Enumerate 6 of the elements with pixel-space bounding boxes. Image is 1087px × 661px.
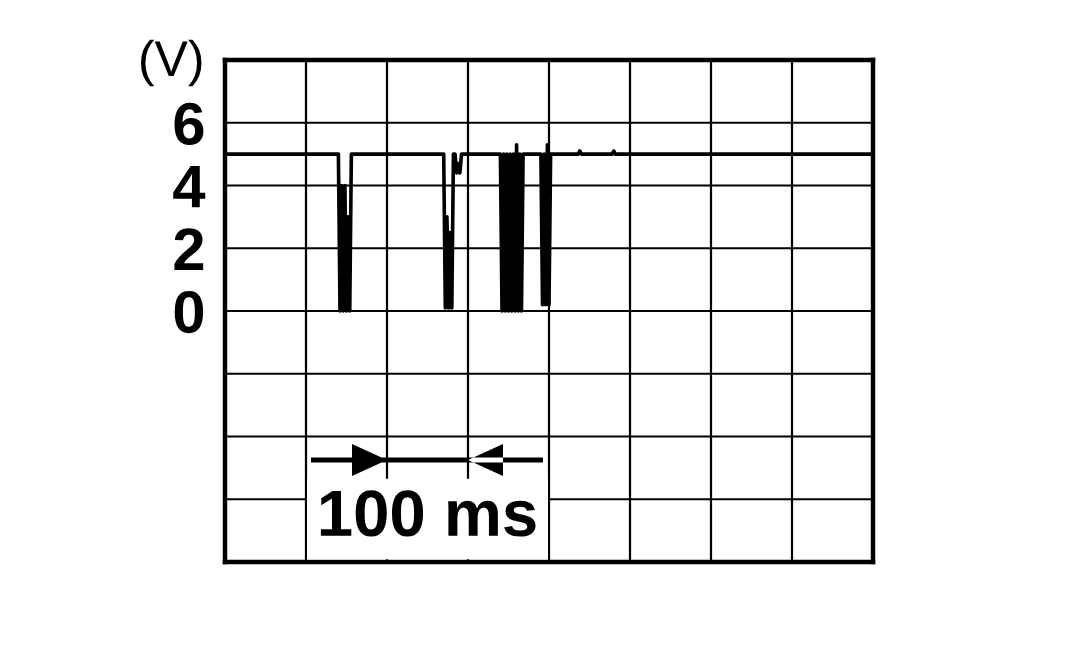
- y-tick-label: 0: [174, 290, 204, 334]
- y-tick-label: 6: [174, 102, 204, 145]
- annotation: 100 ms: [320, 490, 536, 537]
- y-tick-label: 2: [174, 228, 204, 270]
- y-axis-title: (V): [140, 39, 202, 87]
- y-tick-label: 4: [173, 166, 206, 208]
